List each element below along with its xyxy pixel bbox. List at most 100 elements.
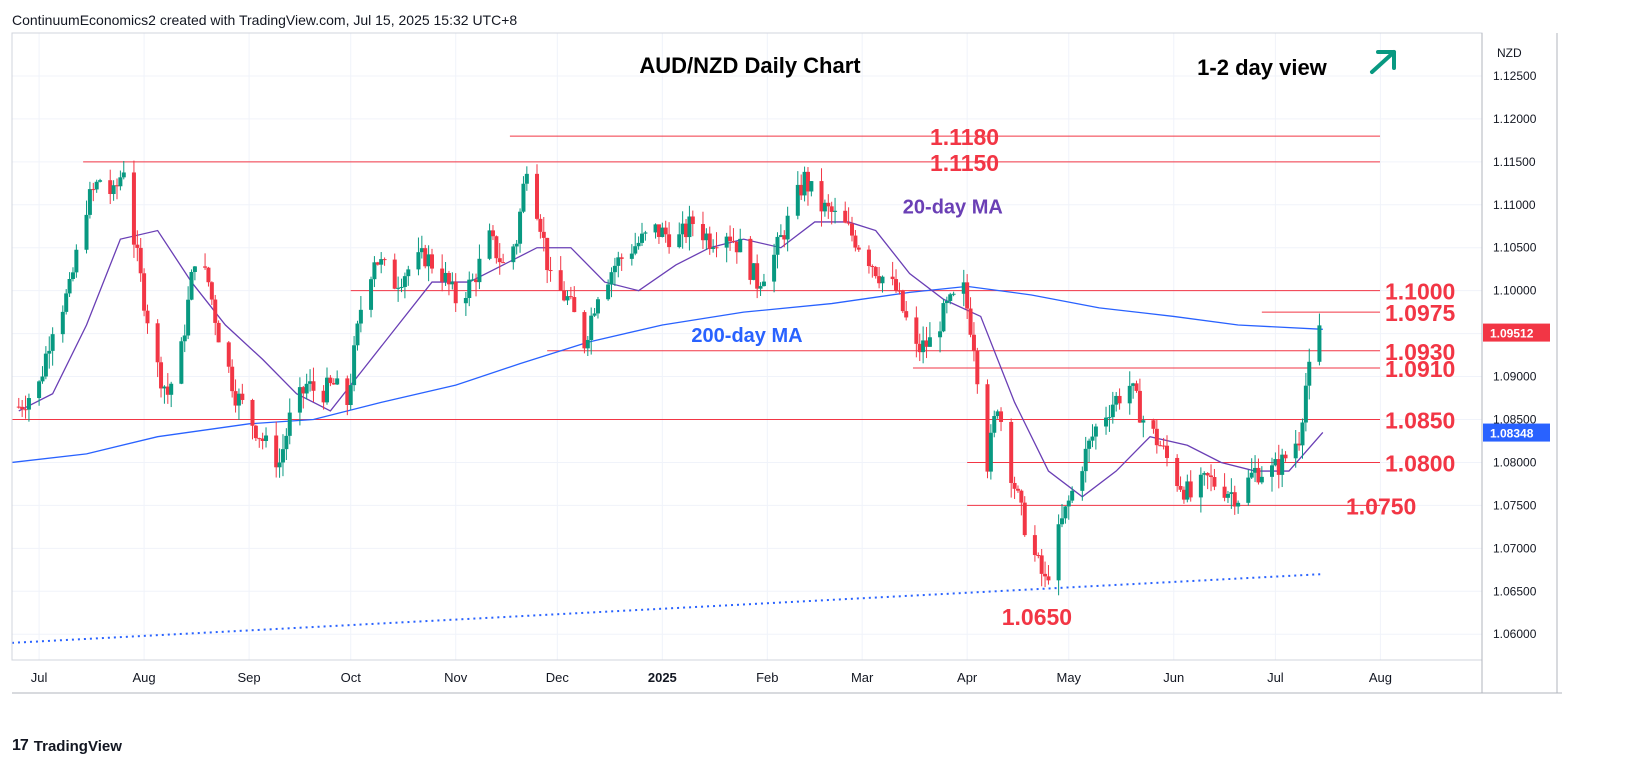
candle-down [999, 407, 1004, 432]
candle-body [633, 246, 638, 254]
candle-down [805, 167, 810, 206]
candle-body [165, 386, 170, 395]
candle-up [297, 377, 302, 426]
candle-body [382, 259, 387, 261]
candle-body [1317, 325, 1322, 362]
candle-body [914, 317, 919, 344]
x-tick-label: Jul [31, 670, 48, 685]
candle-down [440, 254, 445, 292]
candle-body [1276, 459, 1281, 475]
candle-body [558, 270, 563, 291]
candle-down [115, 178, 119, 200]
candle-up [84, 200, 89, 254]
y-tick-label: 1.10500 [1493, 241, 1537, 255]
candle-down [1256, 458, 1261, 485]
y-tick-label: 1.08000 [1493, 455, 1537, 469]
candle-body [416, 252, 421, 270]
candle-body [325, 377, 329, 403]
candle-body [728, 236, 733, 242]
candle-down [829, 201, 834, 225]
candle-down [782, 230, 787, 248]
candle-down [1178, 476, 1183, 492]
level-label: 1.0930 [1385, 339, 1455, 365]
candle-body [91, 189, 96, 191]
candle-body [1131, 383, 1136, 386]
candle-up [565, 290, 570, 306]
candle-up [40, 366, 45, 384]
candle-up [585, 336, 590, 357]
up-arrow-icon [1370, 50, 1396, 74]
candle-body [1205, 473, 1210, 476]
candle-body [1209, 475, 1214, 478]
candle-body [392, 259, 397, 289]
last-price-tag: 1.09512 [1483, 323, 1550, 342]
candle-up [616, 251, 621, 278]
tradingview-brand[interactable]: 17 TradingView [12, 737, 122, 755]
candle-up [111, 180, 116, 201]
candle-body [467, 279, 472, 298]
candle-body [663, 227, 668, 235]
candle-down [1015, 485, 1020, 493]
candle-body [430, 254, 434, 269]
x-tick-label: Dec [546, 670, 570, 685]
candle-body [1117, 395, 1122, 404]
candle-up [192, 266, 197, 281]
candle-down [1181, 486, 1186, 504]
candle-up [64, 289, 69, 315]
candle-down [755, 254, 760, 299]
candle-body [1019, 490, 1024, 503]
candle-body [142, 273, 147, 311]
x-tick-label: Feb [756, 670, 778, 685]
candle-body [975, 351, 980, 385]
candle-body [240, 393, 245, 400]
candle-up [833, 197, 838, 224]
candle-body [406, 269, 411, 277]
candle-down [870, 264, 875, 278]
candle-body [782, 235, 787, 240]
candle-body [1080, 471, 1085, 491]
candle-down [877, 266, 882, 289]
y-tick-label: 1.06000 [1493, 627, 1537, 641]
candle-body [968, 308, 973, 335]
candle-up [511, 244, 516, 270]
candle-body [738, 238, 743, 253]
candle-down [230, 359, 235, 398]
candle-down [700, 211, 705, 250]
level-label: 1.1150 [930, 150, 999, 176]
candle-body [355, 323, 360, 346]
candle-body [1307, 361, 1312, 386]
ma20-price-tag-text: 1.08348 [1490, 427, 1534, 441]
candle-body [711, 247, 716, 249]
candle-down [209, 281, 214, 306]
candle-up [640, 222, 644, 247]
candle-up [992, 410, 997, 438]
candle-body [822, 202, 827, 212]
ma20-price-tag: 1.08348 [1483, 423, 1550, 442]
candle-body [94, 181, 99, 190]
candle-up [43, 346, 48, 380]
candle-up [606, 279, 611, 301]
candle-body [1202, 473, 1207, 475]
candle-body [870, 266, 875, 268]
candle-up [325, 367, 329, 405]
candle-body [616, 257, 621, 266]
candle-body [971, 334, 976, 352]
candle-body [609, 272, 614, 285]
candle-down [138, 238, 143, 282]
candle-body [182, 335, 187, 342]
candle-down [843, 201, 848, 224]
candle-up [280, 434, 285, 477]
candle-down [1009, 418, 1014, 498]
candle-body [829, 206, 834, 212]
candle-body [775, 236, 780, 255]
candle-body [1134, 383, 1139, 391]
candle-body [131, 172, 136, 245]
candle-body [1043, 573, 1048, 577]
arrow-shaft [1370, 50, 1396, 74]
candle-body [521, 183, 526, 212]
candle-body [487, 230, 492, 259]
candle-down [656, 224, 661, 244]
candle-body [924, 340, 929, 347]
candle-up [1066, 495, 1071, 520]
